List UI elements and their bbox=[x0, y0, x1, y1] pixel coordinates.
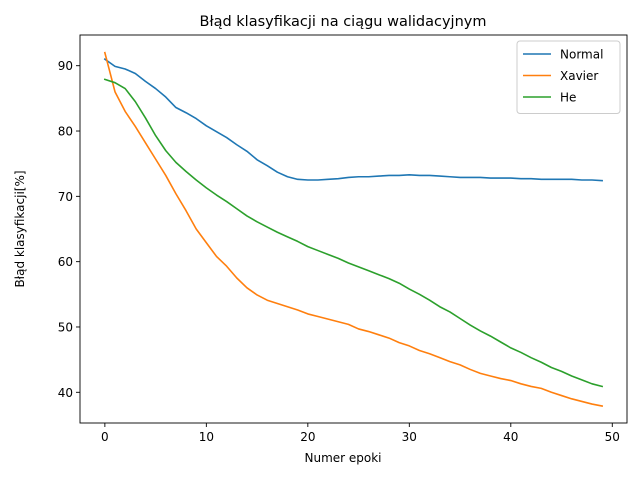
axes-frame bbox=[79, 34, 628, 424]
series-line-he bbox=[103, 78, 604, 388]
legend-label-he: He bbox=[560, 91, 576, 105]
legend-label-xavier: Xavier bbox=[560, 69, 598, 83]
y-tick-label: 50 bbox=[58, 320, 73, 334]
y-axis-label: Błąd klasyfikacji[%] bbox=[13, 170, 27, 287]
plot-area bbox=[79, 34, 628, 424]
chart-title: Błąd klasyfikacji na ciągu walidacyjnym bbox=[200, 14, 487, 30]
y-tick-label: 40 bbox=[58, 386, 73, 400]
y-tick-label: 70 bbox=[58, 190, 73, 204]
x-tick-label: 20 bbox=[300, 430, 315, 444]
series-line-xavier bbox=[103, 51, 604, 407]
y-tick-label: 60 bbox=[58, 255, 73, 269]
x-tick-label: 30 bbox=[402, 430, 417, 444]
y-tick-label: 90 bbox=[58, 59, 73, 73]
x-tick-label: 50 bbox=[605, 430, 620, 444]
legend-box bbox=[516, 40, 621, 114]
x-tick-label: 0 bbox=[101, 430, 109, 444]
x-axis-label: Numer epoki bbox=[304, 451, 381, 465]
x-tick-label: 10 bbox=[199, 430, 214, 444]
series-line-normal bbox=[103, 58, 603, 182]
legend-label-normal: Normal bbox=[560, 48, 603, 62]
y-tick-label: 80 bbox=[58, 125, 73, 139]
axis-ticks: 0 10 20 30 40 50 40 50 60 70 80 90 bbox=[58, 59, 620, 444]
x-tick-label: 40 bbox=[503, 430, 518, 444]
legend: Normal Xavier He bbox=[516, 40, 621, 114]
